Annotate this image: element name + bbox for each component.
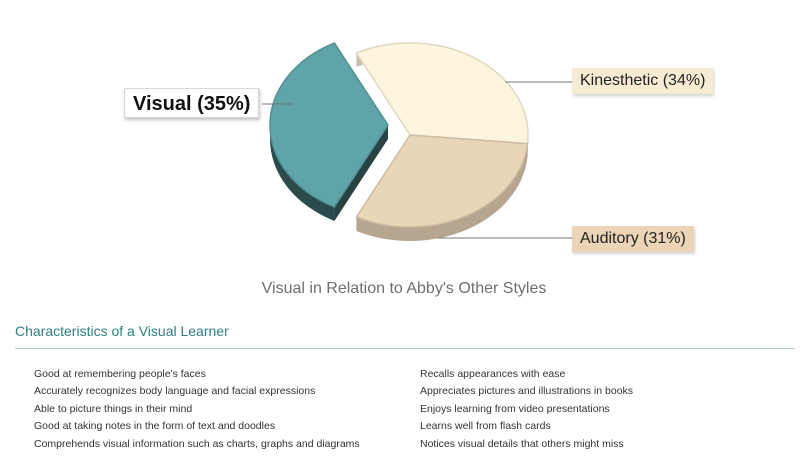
list-item: Learns well from flash cards [420,420,551,433]
pie-slice-kinesthetic [355,42,529,145]
slice-label-auditory: Auditory (31%) [572,226,694,252]
chart-title: Visual in Relation to Abby's Other Style… [261,280,547,297]
slice-label-kinesthetic: Kinesthetic (34%) [572,68,714,94]
list-item: Accurately recognizes body language and … [34,385,316,398]
characteristics-list-right: Recalls appearances with ease Appreciate… [420,366,633,453]
slice-label-visual: Visual (35%) [124,88,260,118]
section-title: Characteristics of a Visual Learner [15,323,229,339]
pie-chart [262,42,572,241]
characteristics-list-left: Good at remembering people's faces Accur… [34,366,360,453]
list-item: Able to picture things in their mind [34,402,193,415]
pie-slice-visual [269,42,389,208]
list-item: Good at remembering people's faces [34,368,206,380]
pie-slice-auditory [355,134,529,228]
pie-slice-side-visual-wall [334,125,388,221]
list-item: Comprehends visual information such as c… [34,437,360,450]
list-item: Recalls appearances with ease [420,368,566,380]
section-divider [15,348,795,349]
list-item: Enjoys learning from video presentations [420,402,610,415]
list-item: Good at taking notes in the form of text… [34,420,276,433]
pie-slice-side-auditory [356,143,528,241]
list-item: Notices visual details that others might… [420,437,624,450]
list-item: Appreciates pictures and illustrations i… [420,385,634,398]
